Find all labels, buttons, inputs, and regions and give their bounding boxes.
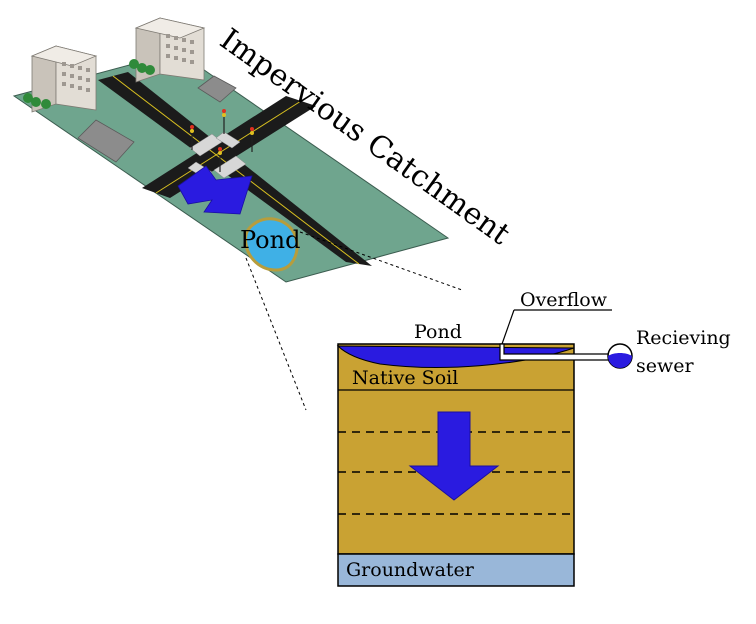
groundwater-layer bbox=[337, 553, 575, 587]
soil-cross-section: Pond Overflow Recieving sewer Native Soi… bbox=[336, 289, 731, 587]
sewer-label-line2: sewer bbox=[636, 355, 695, 377]
infiltration-arrow bbox=[408, 411, 500, 501]
receiving-sewer bbox=[607, 343, 633, 369]
zoom-leader-lines bbox=[245, 231, 463, 411]
overflow-label: Overflow bbox=[520, 289, 608, 311]
section-pond-label: Pond bbox=[414, 321, 462, 343]
runoff-arrow bbox=[177, 165, 253, 215]
site-pond-label: Pond bbox=[240, 226, 300, 254]
trees bbox=[23, 59, 155, 109]
traffic-lights bbox=[190, 109, 254, 172]
parking-lot-2 bbox=[197, 75, 237, 103]
building-1 bbox=[30, 45, 98, 113]
cross-road-centerline bbox=[155, 100, 302, 194]
impervious-catchment-site: Impervious Catchment Pond bbox=[12, 17, 516, 283]
native-soil-label: Native Soil bbox=[352, 367, 458, 389]
groundwater-label: Groundwater bbox=[346, 559, 475, 581]
site-pond bbox=[244, 217, 299, 272]
parking-lot-1 bbox=[77, 119, 135, 163]
sewer-label-line1: Recieving bbox=[636, 327, 731, 349]
